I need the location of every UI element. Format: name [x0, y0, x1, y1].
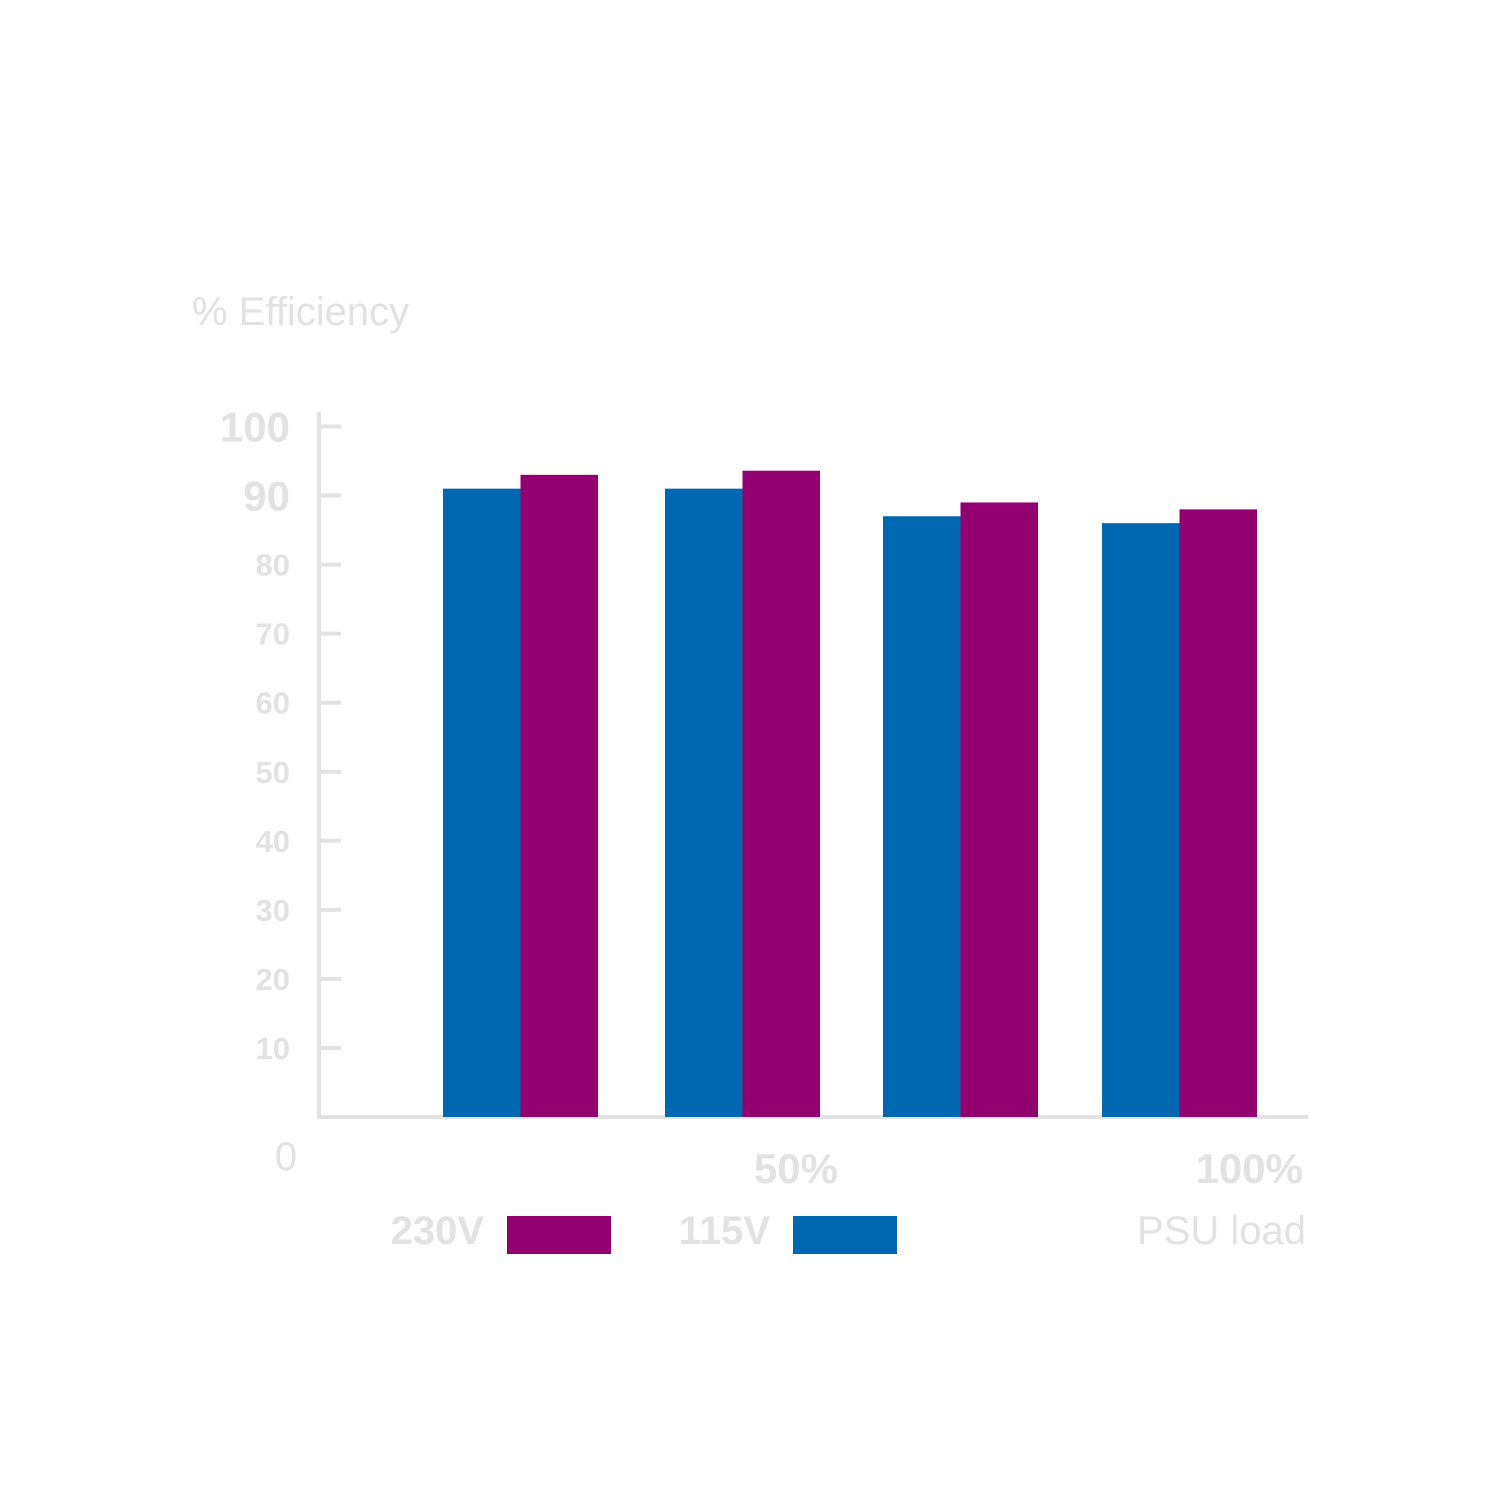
y-tick-label: 50	[256, 755, 290, 790]
y-tick-label: 80	[256, 548, 290, 583]
zero-tick-label: 0	[275, 1135, 297, 1179]
bar-115v	[443, 488, 521, 1117]
legend: 230V 115V	[391, 1209, 897, 1254]
y-tick-label: 100	[220, 404, 290, 451]
legend-swatch	[507, 1216, 611, 1254]
bars	[443, 470, 1257, 1118]
x-tick-label: 100%	[1196, 1145, 1303, 1192]
y-tick-label: 20	[256, 962, 290, 997]
x-ticks: 50% 100%	[754, 1145, 1303, 1192]
y-tick-label: 10	[256, 1031, 290, 1066]
x-axis-label: PSU load	[1137, 1209, 1306, 1253]
bar-230v	[960, 502, 1038, 1118]
y-axis-label: % Efficiency	[192, 290, 409, 334]
y-tick-label: 30	[256, 893, 290, 928]
bar-115v	[665, 488, 743, 1117]
y-tick-label: 90	[243, 473, 290, 520]
legend-label: 230V	[391, 1209, 485, 1253]
y-tick-label: 60	[256, 686, 290, 721]
bar-230v	[1179, 509, 1257, 1117]
y-ticks: 10 20 30 40 50 60 70 80 90 100	[220, 404, 341, 1066]
bar-115v	[883, 516, 961, 1117]
legend-label: 115V	[679, 1209, 771, 1253]
bar-230v	[742, 470, 820, 1117]
x-tick-label: 50%	[754, 1145, 838, 1192]
bar-115v	[1102, 523, 1180, 1117]
legend-swatch	[793, 1216, 897, 1254]
y-tick-label: 70	[256, 617, 290, 652]
y-tick-label: 40	[256, 824, 290, 859]
bar-230v	[520, 474, 598, 1118]
